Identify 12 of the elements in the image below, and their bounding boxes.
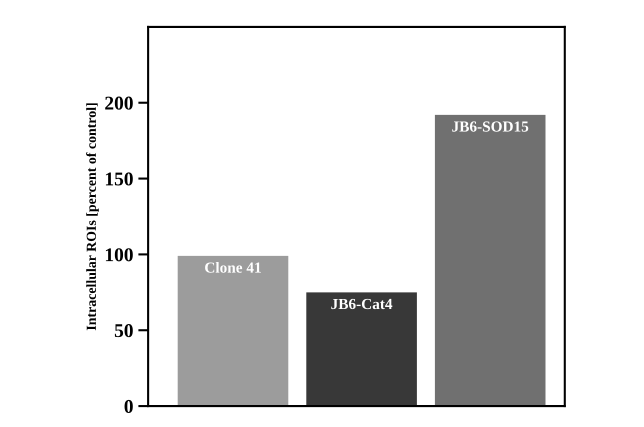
y-tick-label: 0 bbox=[124, 400, 133, 414]
y-axis-title: Intracellular ROIs [percent of control] bbox=[86, 103, 99, 330]
bar bbox=[178, 256, 288, 406]
x-tick-label: JB6-Cat4 bbox=[331, 298, 392, 310]
x-tick-label: Clone 41 bbox=[205, 262, 261, 273]
y-tick-label: 200 bbox=[105, 96, 133, 110]
y-tick-label: 150 bbox=[106, 172, 133, 186]
y-tick-label: 50 bbox=[114, 324, 133, 338]
bar bbox=[434, 114, 546, 406]
bar bbox=[306, 292, 417, 406]
y-tick-label: 100 bbox=[106, 248, 133, 262]
x-tick-label: JB6-SOD15 bbox=[452, 121, 528, 132]
